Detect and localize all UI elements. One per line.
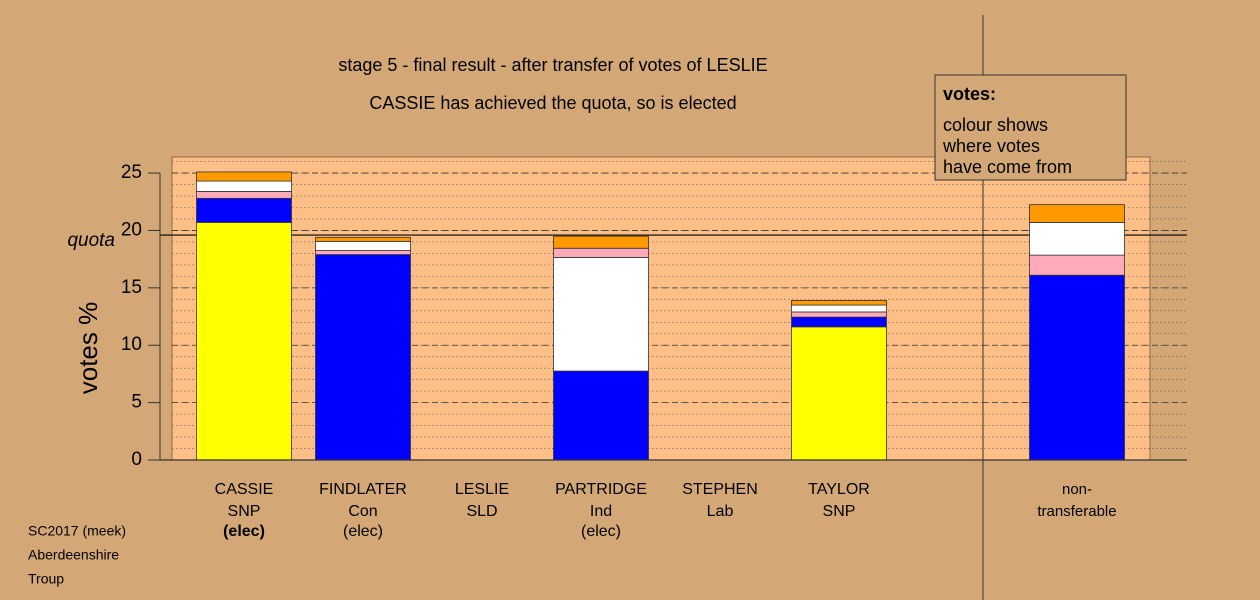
legend-title: votes:: [943, 84, 996, 104]
x-tick-label: LESLIE: [455, 481, 509, 498]
y-tick-label: 5: [131, 392, 142, 413]
y-tick-label: 0: [131, 449, 142, 470]
bar-segment: [791, 311, 887, 318]
bar-segment: [791, 326, 887, 461]
chart-title: stage 5 - final result - after transfer …: [338, 55, 767, 75]
bar-segment: [1029, 274, 1125, 461]
y-tick-label: 25: [121, 162, 142, 183]
bar-segment: [196, 171, 292, 182]
status-label: (elec): [343, 523, 383, 540]
bar-segment: [553, 257, 649, 372]
party-label: Con: [348, 503, 377, 520]
y-axis-label: votes %: [73, 302, 103, 395]
y-tick-label: 15: [121, 277, 142, 298]
bar-segment: [791, 304, 887, 313]
bar-segment: [196, 180, 292, 192]
legend: votes: colour shows where votes have com…: [934, 74, 1127, 181]
legend-text: colour shows: [943, 115, 1048, 135]
party-label: SLD: [466, 503, 497, 520]
bar-segment: [196, 222, 292, 461]
bar-segment: [791, 316, 887, 328]
bar-segment: [196, 197, 292, 223]
x-tick-label: TAYLOR: [808, 481, 870, 498]
bar-segment: [315, 250, 411, 255]
status-label: (elec): [223, 523, 265, 540]
marks: 0 5 10 15 20 25 quota CASSIE SNP (elec) FINDLATER C…: [67, 161, 1187, 540]
bar-segment: [1029, 254, 1125, 276]
x-tick-label: PARTRIDGE: [555, 481, 647, 498]
legend-box: [934, 74, 1127, 181]
quota-label: quota: [67, 230, 115, 251]
party-label: SNP: [228, 503, 261, 520]
x-tick-label: non-transferable: [1037, 481, 1116, 520]
footnote: Troup: [28, 571, 64, 587]
party-label: Ind: [590, 503, 612, 520]
x-tick-label: CASSIE: [215, 481, 274, 498]
x-tick-label: FINDLATER: [319, 481, 407, 498]
footnote: SC2017 (meek): [28, 523, 126, 539]
bar-segment: [553, 370, 649, 461]
bar-segment: [196, 191, 292, 199]
chart-subtitle: CASSIE has achieved the quota, so is ele…: [369, 93, 736, 113]
y-tick-label: 10: [121, 334, 142, 355]
bar-segment: [315, 236, 411, 242]
party-label: Lab: [707, 503, 734, 520]
bar-segment: [1029, 222, 1125, 256]
status-label: (elec): [581, 523, 621, 540]
bar-segment: [791, 300, 887, 306]
legend-text: have come from: [943, 157, 1072, 177]
bar-segment: [315, 240, 411, 251]
bar-segment: [315, 254, 411, 461]
footnote: Aberdeenshire: [28, 547, 119, 563]
bar-segment: [1029, 204, 1125, 223]
bar-segment: [553, 235, 649, 249]
y-tick-label: 20: [121, 219, 142, 240]
x-tick-label: STEPHEN: [682, 481, 758, 498]
party-label: SNP: [823, 503, 856, 520]
bar-segment: [553, 247, 649, 258]
legend-text: where votes: [942, 136, 1040, 156]
